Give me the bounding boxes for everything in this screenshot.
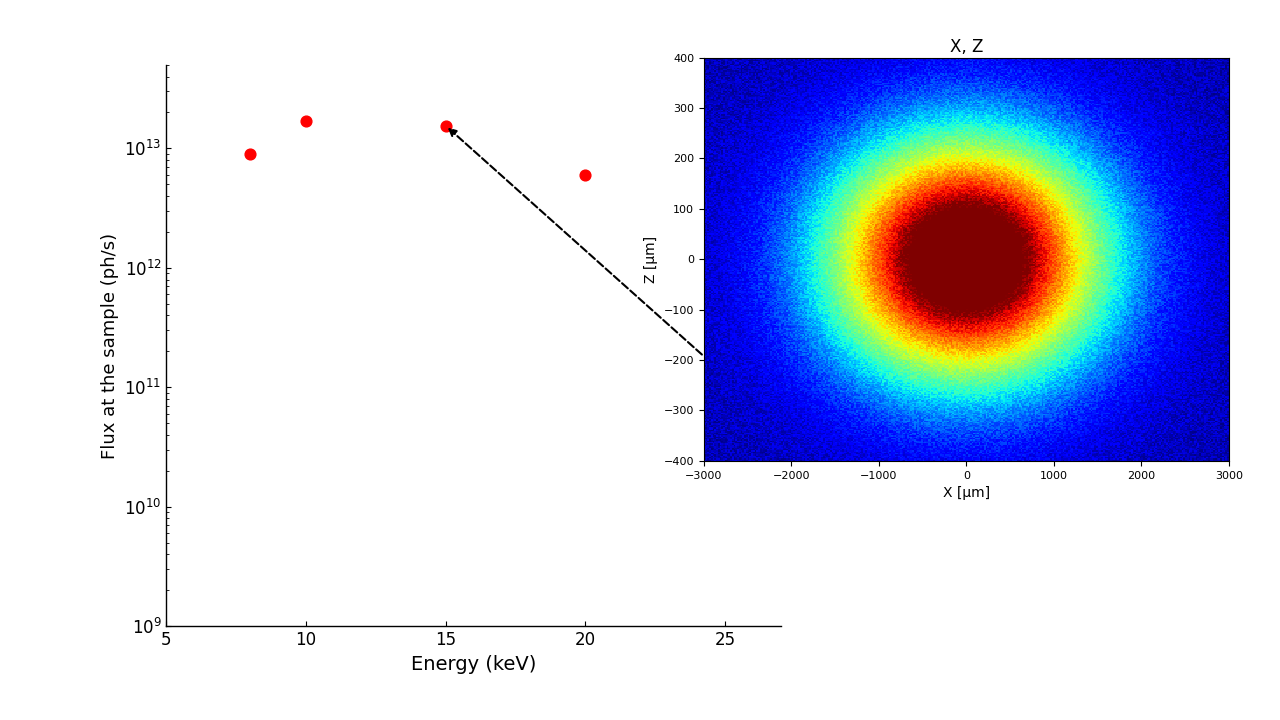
Y-axis label: Flux at the sample (ph/s): Flux at the sample (ph/s) [101, 233, 119, 459]
X-axis label: Energy (keV): Energy (keV) [411, 654, 536, 674]
Title: X, Z: X, Z [950, 38, 983, 56]
Point [714, 377, 735, 388]
Y-axis label: Z [μm]: Z [μm] [644, 235, 658, 283]
Point [296, 115, 316, 127]
X-axis label: X [μm]: X [μm] [943, 486, 989, 500]
Point [435, 120, 456, 132]
Point [239, 148, 260, 160]
Point [575, 169, 595, 181]
